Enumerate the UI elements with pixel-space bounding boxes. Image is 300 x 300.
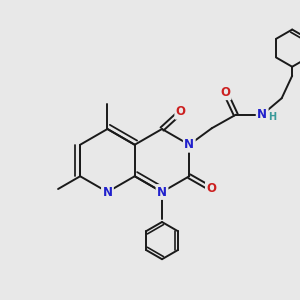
Text: N: N bbox=[257, 108, 267, 121]
Text: O: O bbox=[220, 86, 230, 99]
Text: N: N bbox=[184, 138, 194, 151]
Text: O: O bbox=[206, 182, 216, 195]
Text: O: O bbox=[176, 105, 186, 118]
Text: H: H bbox=[268, 112, 277, 122]
Text: N: N bbox=[102, 185, 112, 199]
Text: N: N bbox=[157, 185, 167, 199]
